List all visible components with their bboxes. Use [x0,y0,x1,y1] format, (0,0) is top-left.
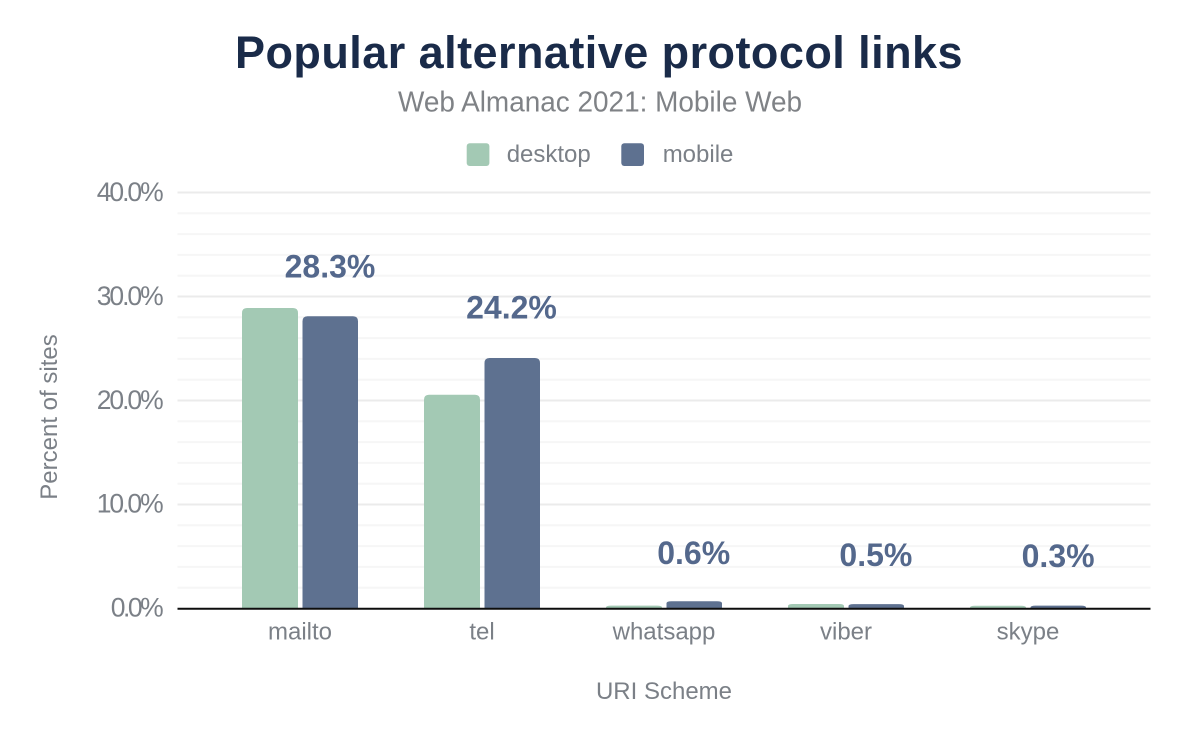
svg-text:Percent of sites: Percent of sites [36,334,63,499]
svg-text:20.0%: 20.0% [97,385,164,415]
svg-text:0.5%: 0.5% [839,537,912,573]
svg-text:desktop: desktop [507,141,591,168]
svg-text:28.3%: 28.3% [285,248,376,284]
svg-text:tel: tel [469,619,494,646]
svg-text:viber: viber [820,619,872,646]
svg-text:mailto: mailto [268,619,332,646]
svg-text:40.0%: 40.0% [97,177,164,207]
svg-text:0.0%: 0.0% [111,593,164,623]
svg-text:Popular alternative protocol l: Popular alternative protocol links [235,27,963,78]
svg-text:whatsapp: whatsapp [612,619,716,646]
svg-text:URI Scheme: URI Scheme [596,678,732,705]
svg-text:skype: skype [997,619,1060,646]
svg-text:Web Almanac 2021: Mobile Web: Web Almanac 2021: Mobile Web [398,87,802,119]
svg-text:24.2%: 24.2% [466,290,557,326]
svg-text:30.0%: 30.0% [97,281,164,311]
svg-text:0.3%: 0.3% [1022,538,1095,574]
svg-text:10.0%: 10.0% [97,489,164,519]
svg-text:0.6%: 0.6% [657,535,730,571]
svg-text:mobile: mobile [663,141,734,168]
